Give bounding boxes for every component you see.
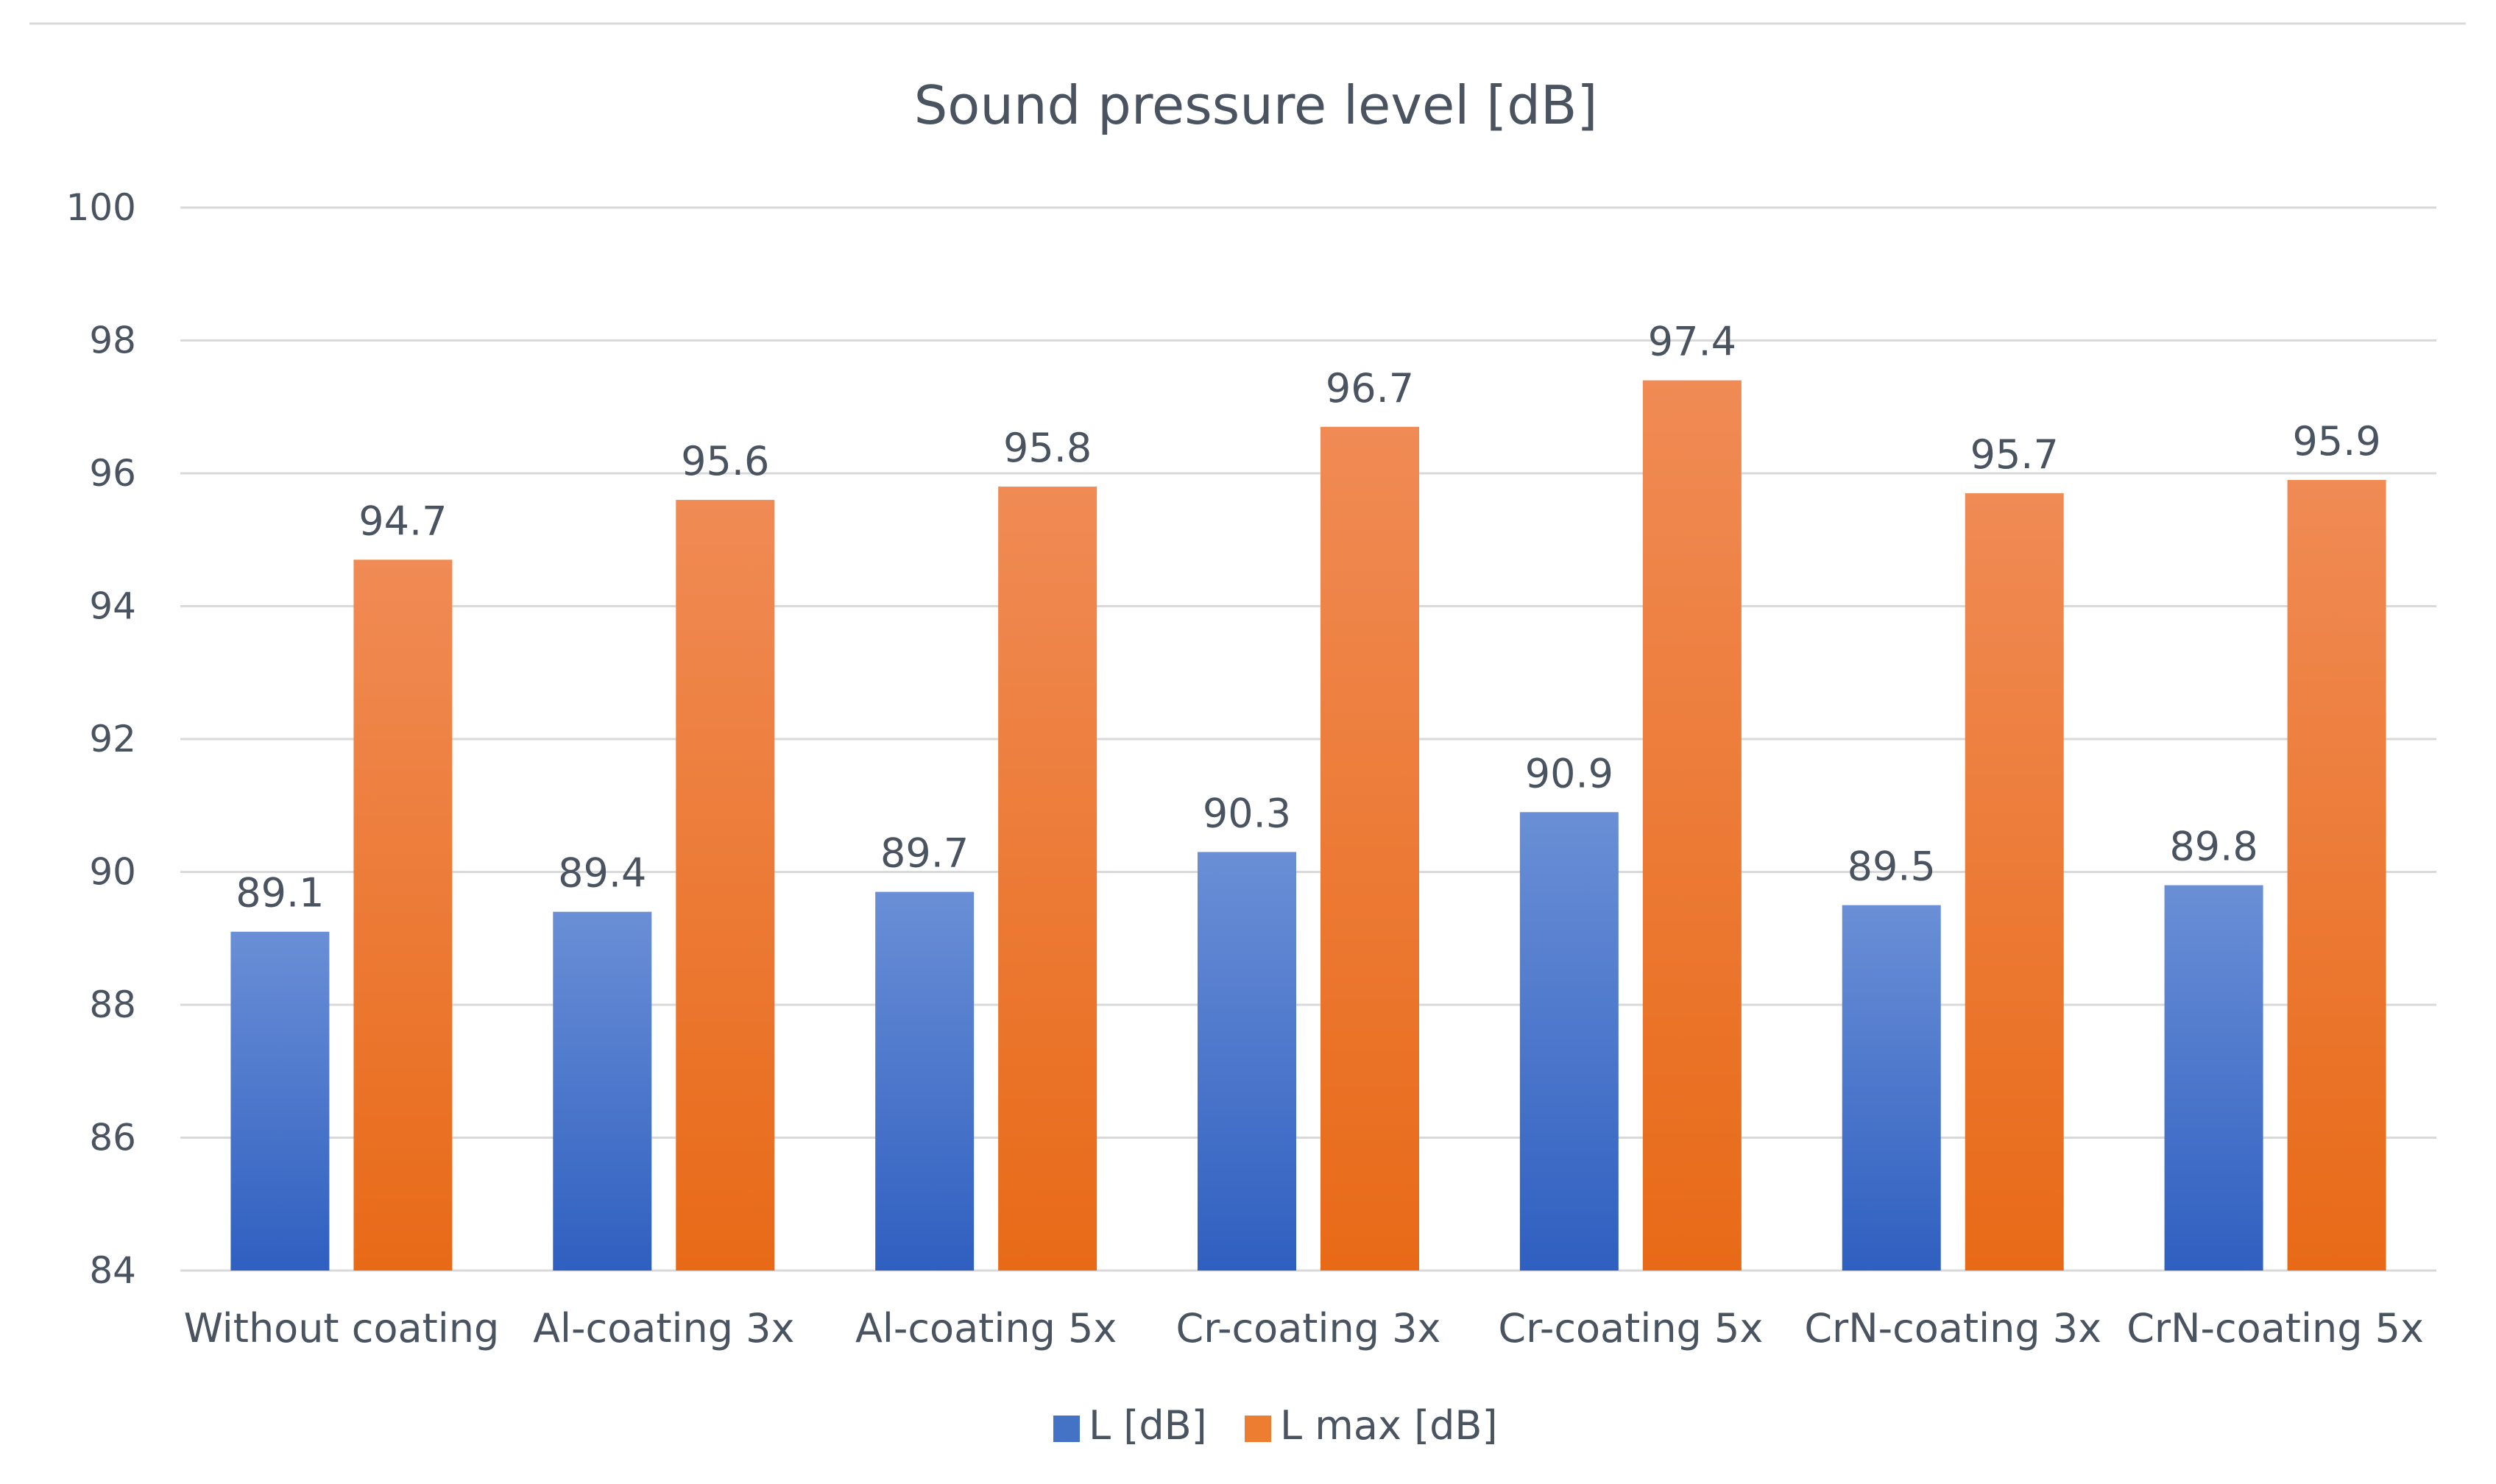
legend-label: L [dB] [1089, 1402, 1207, 1449]
bar-l-4 [1519, 812, 1619, 1271]
y-tick-label: 84 [89, 1249, 136, 1292]
data-labels: 89.1 94.7 89.4 95.6 89.7 95.8 90.3 96.7 90.9 97.4… [236, 319, 2380, 916]
data-label: 95.6 [681, 438, 769, 484]
data-label: 89.5 [1848, 844, 1936, 890]
data-label: 90.3 [1203, 790, 1291, 836]
x-category-label: Cr-coating 5x [1498, 1305, 1763, 1352]
bar-l-1 [553, 911, 652, 1271]
bar-l-6 [2164, 885, 2263, 1271]
data-label: 89.1 [236, 870, 324, 916]
data-label: 95.9 [2292, 418, 2380, 464]
y-tick-label: 88 [89, 983, 136, 1026]
chart-title: Sound pressure level [dB] [914, 74, 1598, 136]
bar-lmax-5 [1965, 493, 2064, 1271]
bar-lmax-4 [1642, 380, 1742, 1271]
bar-l-5 [1842, 905, 1941, 1271]
legend-label: L max [dB] [1280, 1402, 1498, 1449]
bar-l-3 [1198, 852, 1296, 1271]
y-tick-label: 90 [89, 851, 136, 894]
legend: L [dB] L max [dB] [1053, 1402, 1498, 1449]
legend-swatch-lmax [1245, 1416, 1271, 1442]
x-category-label: Al-coating 5x [855, 1305, 1117, 1352]
y-tick-label: 96 [89, 452, 136, 495]
data-label: 97.4 [1648, 319, 1736, 365]
x-category-label: Al-coating 3x [533, 1305, 794, 1352]
y-axis-ticks: 84 86 88 90 92 94 96 98 100 [66, 186, 136, 1292]
data-label: 94.7 [358, 498, 447, 544]
x-category-label: Cr-coating 3x [1176, 1305, 1441, 1352]
bar-lmax-2 [998, 487, 1097, 1271]
x-axis-categories: Without coating Al-coating 3x Al-coating 5… [184, 1305, 2424, 1352]
bar-lmax-6 [2287, 480, 2386, 1271]
bar-l-0 [230, 931, 330, 1271]
bar-l-2 [875, 891, 975, 1271]
y-tick-label: 100 [66, 186, 136, 229]
data-label: 95.8 [1003, 425, 1092, 471]
legend-swatch-l [1053, 1416, 1080, 1442]
bar-lmax-0 [353, 559, 453, 1271]
data-label: 89.8 [2169, 824, 2258, 870]
y-tick-label: 92 [89, 718, 136, 760]
data-label: 95.7 [1970, 431, 2059, 478]
grid-lines [180, 206, 2436, 1272]
y-tick-label: 86 [89, 1117, 136, 1159]
data-label: 90.9 [1525, 750, 1613, 796]
bar-lmax-3 [1321, 426, 1419, 1271]
y-tick-label: 98 [89, 319, 136, 362]
bars [230, 380, 2386, 1271]
data-label: 89.4 [558, 850, 646, 897]
x-category-label: CrN-coating 5x [2126, 1305, 2424, 1352]
x-category-label: CrN-coating 3x [1804, 1305, 2101, 1352]
x-category-label: Without coating [184, 1305, 500, 1352]
y-tick-label: 94 [89, 585, 136, 628]
data-label: 89.7 [880, 830, 969, 877]
bar-lmax-1 [676, 500, 775, 1271]
data-label: 96.7 [1326, 365, 1414, 411]
